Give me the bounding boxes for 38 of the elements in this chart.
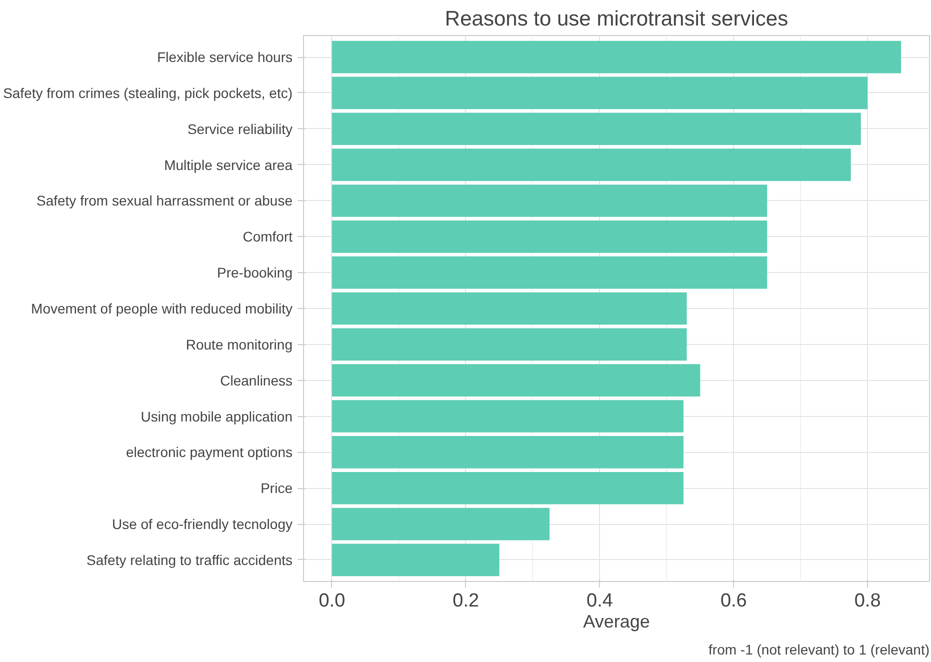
y-tick-label: Flexible service hours: [157, 49, 293, 66]
x-tick-label: 0.8: [854, 590, 881, 612]
bar: [332, 40, 902, 74]
chart-title: Reasons to use microtransit services: [444, 8, 788, 30]
y-tick-label: Movement of people with reduced mobility: [31, 300, 292, 316]
y-tick-label: Comfort: [242, 228, 293, 245]
bar: [332, 544, 500, 576]
bar: [332, 472, 684, 504]
bar: [332, 256, 768, 289]
y-tick-label: Service reliability: [187, 120, 293, 137]
bar: [332, 364, 700, 397]
y-tick-label: Safety relating to traffic accidents: [86, 552, 293, 568]
bar: [332, 292, 687, 325]
bar: [332, 328, 687, 361]
y-tick-label: Using mobile application: [140, 408, 293, 424]
y-tick-label: Safety from crimes (stealing, pick pockets, etc): [3, 84, 293, 101]
bar: [332, 400, 684, 432]
x-tick-label: 0.0: [318, 590, 346, 612]
y-tick-label: Route monitoring: [186, 336, 293, 352]
x-tick-label: 0.2: [452, 590, 480, 612]
text: from -1 (not relevant) to 1 (relevant): [708, 642, 930, 658]
bar: [332, 508, 550, 540]
y-tick-label: Use of eco-friendly tecnology: [112, 516, 293, 532]
bar: [332, 112, 861, 146]
bar: [332, 220, 768, 253]
bar: [332, 148, 851, 181]
y-tick-label: Safety from sexual harrassment or abuse: [36, 192, 293, 209]
bar: [332, 436, 684, 468]
bar: [332, 184, 768, 217]
y-tick-label: electronic payment options: [126, 444, 293, 460]
y-tick-label: Cleanliness: [220, 372, 293, 388]
bar: [332, 76, 868, 110]
x-tick-label: 0.4: [586, 590, 614, 612]
y-tick-label: Price: [260, 480, 293, 496]
y-tick-label: Pre-booking: [217, 264, 293, 281]
y-tick-label: Multiple service area: [164, 156, 293, 173]
x-axis-title: Average: [583, 612, 650, 632]
x-tick-label: 0.6: [720, 590, 747, 612]
